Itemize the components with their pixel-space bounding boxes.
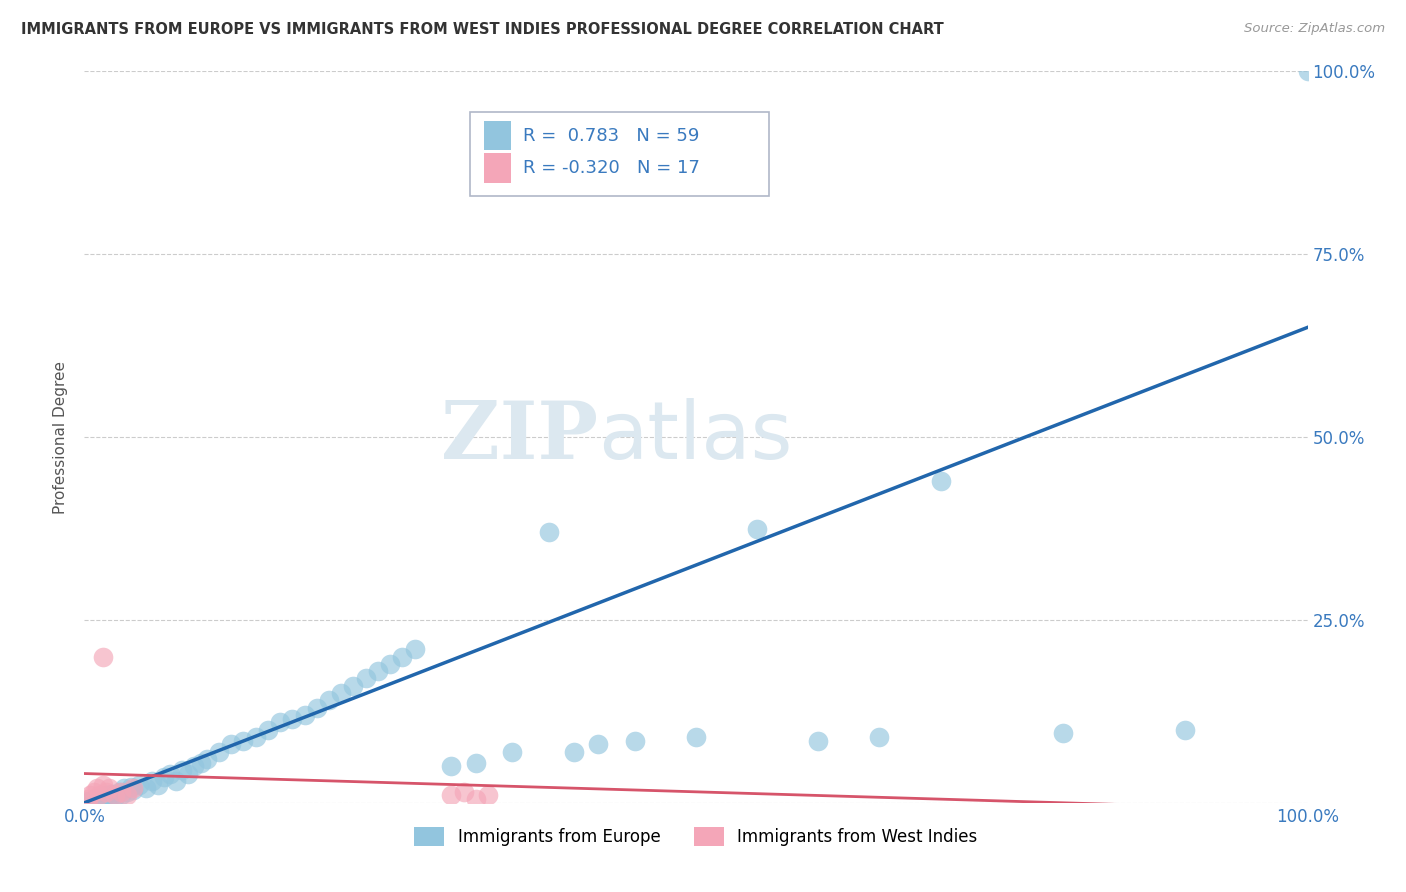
Text: ZIP: ZIP xyxy=(441,398,598,476)
Point xyxy=(1296,64,1319,78)
Point xyxy=(269,715,291,730)
Point xyxy=(464,756,486,770)
Point xyxy=(135,781,157,796)
Point xyxy=(87,791,110,805)
Point xyxy=(219,737,242,751)
Point xyxy=(100,787,122,801)
Point xyxy=(245,730,267,744)
Point xyxy=(747,521,769,535)
Point xyxy=(869,730,891,744)
Point xyxy=(208,745,231,759)
Point xyxy=(453,785,475,799)
Point xyxy=(257,723,280,737)
Y-axis label: Professional Degree: Professional Degree xyxy=(53,360,69,514)
Point xyxy=(177,766,200,780)
Point xyxy=(122,782,145,797)
Point xyxy=(190,756,212,770)
Point xyxy=(440,759,463,773)
Point xyxy=(318,693,340,707)
Point xyxy=(1174,723,1197,737)
Point xyxy=(96,785,118,799)
Point xyxy=(367,664,389,678)
Text: Source: ZipAtlas.com: Source: ZipAtlas.com xyxy=(1244,22,1385,36)
Text: IMMIGRANTS FROM EUROPE VS IMMIGRANTS FROM WEST INDIES PROFESSIONAL DEGREE CORREL: IMMIGRANTS FROM EUROPE VS IMMIGRANTS FRO… xyxy=(21,22,943,37)
Point xyxy=(305,700,328,714)
Text: atlas: atlas xyxy=(598,398,793,476)
Point xyxy=(79,794,101,808)
Point xyxy=(294,708,316,723)
Point xyxy=(128,778,150,792)
Point xyxy=(153,770,176,784)
Point xyxy=(91,789,114,804)
Point xyxy=(929,474,952,488)
Bar xyxy=(484,153,512,183)
Point xyxy=(112,781,135,796)
Point xyxy=(83,785,105,799)
Point xyxy=(502,745,524,759)
Point xyxy=(141,773,163,788)
Text: R =  0.783   N = 59: R = 0.783 N = 59 xyxy=(523,127,700,145)
Point xyxy=(440,789,463,803)
Point xyxy=(477,789,499,803)
Point xyxy=(165,773,187,788)
Point xyxy=(91,778,114,792)
Legend: Immigrants from Europe, Immigrants from West Indies: Immigrants from Europe, Immigrants from … xyxy=(408,821,984,853)
Point xyxy=(807,733,830,747)
Point xyxy=(464,792,486,806)
Point xyxy=(183,759,205,773)
Point xyxy=(159,766,181,780)
Point xyxy=(586,737,609,751)
Point xyxy=(104,789,127,803)
Point xyxy=(195,752,218,766)
Point xyxy=(86,793,108,807)
Point xyxy=(83,792,105,806)
Point xyxy=(538,525,561,540)
Point xyxy=(404,642,426,657)
Point xyxy=(330,686,353,700)
Point xyxy=(107,785,129,799)
Point xyxy=(122,781,145,796)
Point xyxy=(281,712,304,726)
Point xyxy=(1052,726,1074,740)
Point xyxy=(342,679,364,693)
Point xyxy=(232,733,254,747)
Point xyxy=(110,789,132,803)
Point xyxy=(96,789,118,803)
Point xyxy=(77,792,100,806)
Point xyxy=(97,781,120,796)
Point xyxy=(86,781,108,796)
Bar xyxy=(484,121,512,151)
Point xyxy=(77,794,100,808)
Point xyxy=(110,785,132,799)
Point xyxy=(120,780,142,794)
Point xyxy=(562,745,585,759)
Point xyxy=(87,789,110,803)
Point xyxy=(624,733,647,747)
FancyBboxPatch shape xyxy=(470,112,769,195)
Point xyxy=(115,785,138,799)
Point xyxy=(685,730,707,744)
Point xyxy=(146,778,169,792)
Point xyxy=(104,789,127,804)
Point xyxy=(91,649,114,664)
Point xyxy=(115,789,138,803)
Text: R = -0.320   N = 17: R = -0.320 N = 17 xyxy=(523,159,700,177)
Point xyxy=(172,763,194,777)
Point xyxy=(97,792,120,806)
Point xyxy=(391,649,413,664)
Point xyxy=(354,672,377,686)
Point xyxy=(79,789,101,803)
Point xyxy=(380,657,402,671)
